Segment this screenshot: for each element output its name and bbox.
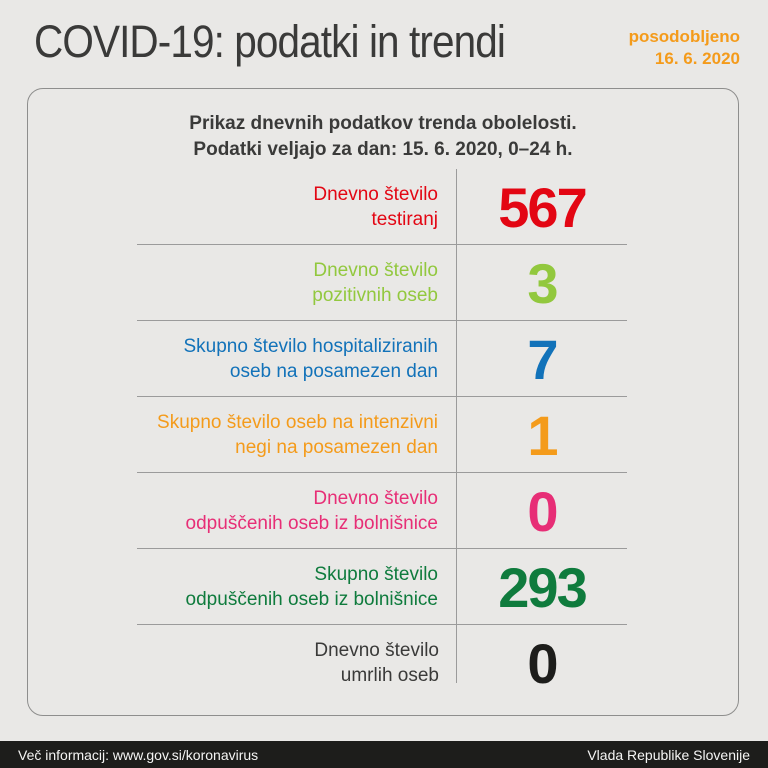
footer-government-credit: Vlada Republike Slovenije: [587, 746, 750, 763]
statistics-rows: Dnevno število testiranj 567 Dnevno število…: [28, 169, 738, 701]
row-value: 7: [527, 327, 558, 391]
data-row: Skupno število oseb na intenzivni negi na…: [28, 397, 738, 473]
row-label: Skupno število oseb na intenzivni negi na…: [28, 397, 457, 473]
row-label: Dnevno število odpuščenih oseb iz bolnišn…: [28, 473, 457, 549]
row-label: Skupno število hospitaliziranih oseb na p…: [28, 321, 457, 397]
row-label: Dnevno število pozitivnih oseb: [28, 245, 457, 321]
footer-bar: Več informacij: www.gov.si/koronavirus V…: [0, 741, 768, 768]
data-card: Prikaz dnevnih podatkov trenda obolelost…: [27, 88, 739, 716]
page-title: COVID-19: podatki in trendi: [34, 16, 506, 67]
card-intro-line1: Prikaz dnevnih podatkov trenda obolelost…: [189, 113, 577, 134]
updated-stamp: posodobljeno 16. 6. 2020: [629, 26, 740, 70]
updated-label: posodobljeno: [628, 27, 740, 46]
row-value: 0: [527, 479, 558, 543]
data-row: Skupno število odpuščenih oseb iz bolnišn…: [28, 549, 738, 625]
row-label: Skupno število odpuščenih oseb iz bolnišn…: [28, 549, 457, 625]
row-label: Dnevno število testiranj: [28, 169, 457, 245]
data-row: Skupno število hospitaliziranih oseb na p…: [28, 321, 738, 397]
card-intro-line2: Podatki veljajo za dan: 15. 6. 2020, 0–2…: [193, 139, 573, 160]
row-value: 567: [498, 175, 587, 239]
row-label: Dnevno število umrlih oseb: [28, 625, 457, 701]
row-value: 1: [527, 403, 558, 467]
row-value: 0: [527, 631, 558, 695]
row-value: 293: [498, 555, 587, 619]
data-row: Dnevno število pozitivnih oseb 3: [28, 245, 738, 321]
data-row: Dnevno število odpuščenih oseb iz bolnišn…: [28, 473, 738, 549]
data-row: Dnevno število umrlih oseb 0: [28, 625, 738, 701]
footer-info-link: Več informacij: www.gov.si/koronavirus: [18, 746, 259, 763]
updated-date: 16. 6. 2020: [654, 49, 740, 68]
data-row: Dnevno število testiranj 567: [28, 169, 738, 245]
row-value: 3: [527, 251, 558, 315]
card-intro: Prikaz dnevnih podatkov trenda obolelost…: [28, 89, 738, 169]
